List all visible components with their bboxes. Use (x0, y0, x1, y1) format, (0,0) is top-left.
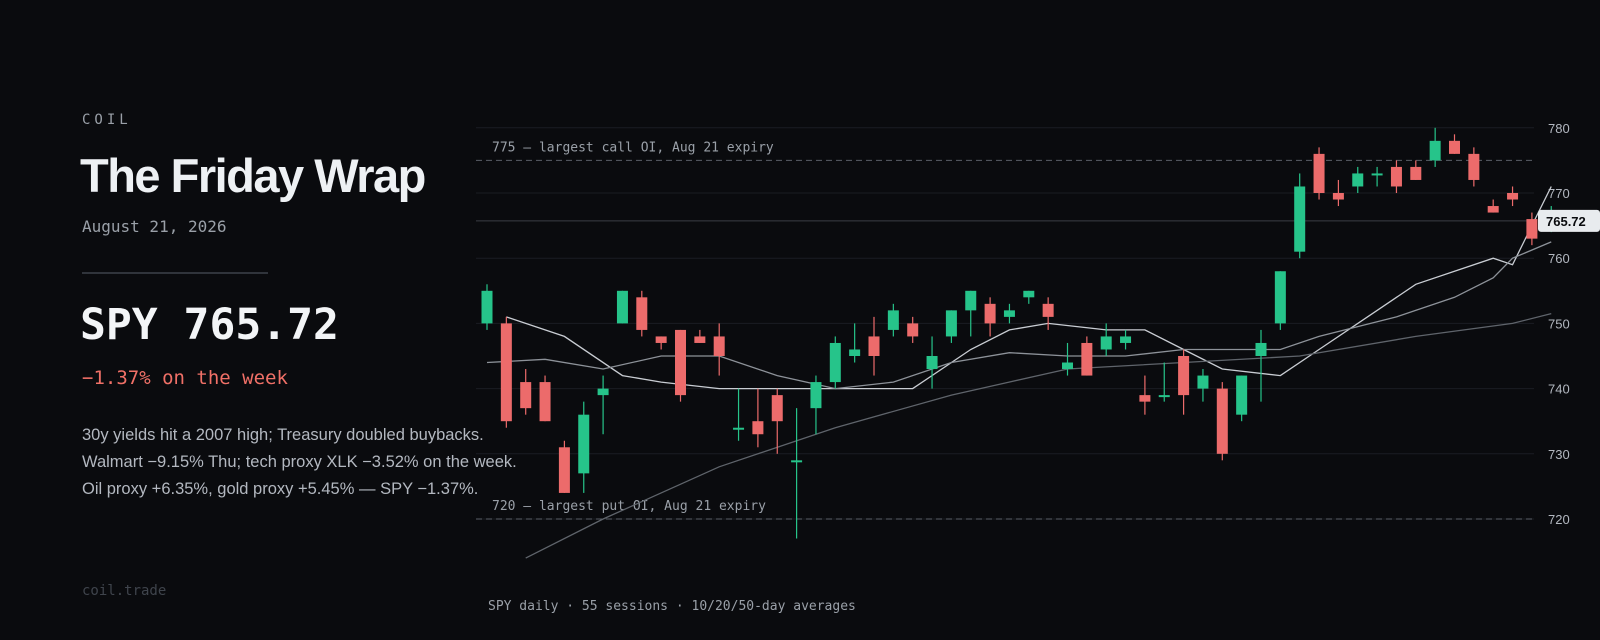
y-tick-label: 740 (1548, 382, 1570, 397)
candle-body (1081, 342, 1093, 376)
candle-body (965, 290, 977, 311)
ticker-price: SPY 765.72 (80, 300, 339, 350)
candle-body (1313, 153, 1325, 193)
candle-body (984, 303, 996, 324)
chart-caption: SPY daily · 55 sessions · 10/20/50-day a… (488, 599, 856, 614)
y-tick-label: 750 (1548, 316, 1570, 331)
candle-body (810, 382, 822, 409)
site-url: coil.trade (82, 583, 167, 599)
candle-body (1216, 388, 1228, 454)
candle-body (1120, 336, 1132, 343)
candle-body (558, 447, 570, 493)
candle-body (597, 388, 609, 396)
divider (82, 272, 268, 274)
candle-body (1023, 290, 1035, 298)
candle-body (733, 427, 745, 430)
candle-body (926, 356, 938, 370)
candle-body (713, 336, 725, 356)
y-tick-label: 720 (1548, 512, 1570, 527)
candle-body (1274, 271, 1286, 324)
candle-body (1236, 375, 1248, 415)
oi-level-label: 720 — largest put OI, Aug 21 expiry (492, 499, 766, 514)
candle-body (1487, 206, 1499, 213)
y-tick-label: 780 (1548, 121, 1570, 136)
summary-notes: 30y yields hit a 2007 high; Treasury dou… (82, 422, 517, 503)
candle-body (1255, 342, 1267, 356)
candle-body (1294, 186, 1306, 252)
candle-body (752, 421, 764, 435)
candle-body (1100, 336, 1112, 350)
summary-note: Walmart −9.15% Thu; tech proxy XLK −3.52… (82, 453, 517, 471)
summary-note: 30y yields hit a 2007 high; Treasury dou… (82, 426, 484, 444)
candle-body (907, 323, 919, 337)
candle-body (616, 290, 628, 324)
candle-body (1449, 140, 1460, 154)
candle-body (1507, 193, 1519, 200)
candle-body (655, 336, 667, 343)
candle-body (500, 323, 512, 422)
candle-body (849, 349, 861, 356)
candle-body (1468, 153, 1480, 180)
candle-body (1429, 140, 1441, 161)
y-tick-label: 760 (1548, 251, 1570, 266)
candle-body (1352, 173, 1364, 187)
last-price-tag (1538, 209, 1600, 232)
candle-body (1178, 356, 1190, 396)
candle-body (1139, 395, 1151, 402)
candle-body (1062, 362, 1073, 370)
oi-level-label: 775 — largest call OI, Aug 21 expiry (492, 140, 774, 155)
ma10-line (506, 186, 1552, 390)
candle-body (636, 297, 648, 330)
candle-body (1390, 166, 1402, 187)
candle-body (520, 382, 532, 409)
candle-body (1371, 173, 1383, 176)
candle-body (1197, 375, 1209, 389)
candle-body (1526, 219, 1538, 239)
candle-body (1158, 395, 1170, 398)
candle-body (771, 395, 783, 422)
candle-body (868, 336, 880, 356)
candle-body (791, 460, 803, 463)
page-title: The Friday Wrap (80, 149, 426, 202)
last-price-label: 765.72 (1546, 214, 1586, 229)
issue-date: August 21, 2026 (82, 217, 227, 236)
candle-body (1003, 310, 1015, 317)
brand-wordmark: COIL (82, 112, 132, 128)
candle-body (481, 290, 493, 324)
candle-body (578, 414, 590, 474)
candle-body (829, 342, 841, 383)
candle-body (1332, 193, 1344, 200)
candle-body (539, 382, 551, 422)
candle-body (694, 336, 706, 343)
candle-body (675, 329, 686, 396)
candle-body (1410, 166, 1422, 180)
weekly-change: −1.37% on the week (82, 367, 288, 389)
y-tick-label: 730 (1548, 447, 1570, 462)
summary-note: Oil proxy +6.35%, gold proxy +5.45% — SP… (82, 480, 479, 498)
candle-body (1042, 303, 1054, 317)
candle-body (887, 310, 899, 330)
y-tick-label: 770 (1548, 186, 1570, 201)
candle-body (945, 310, 957, 337)
